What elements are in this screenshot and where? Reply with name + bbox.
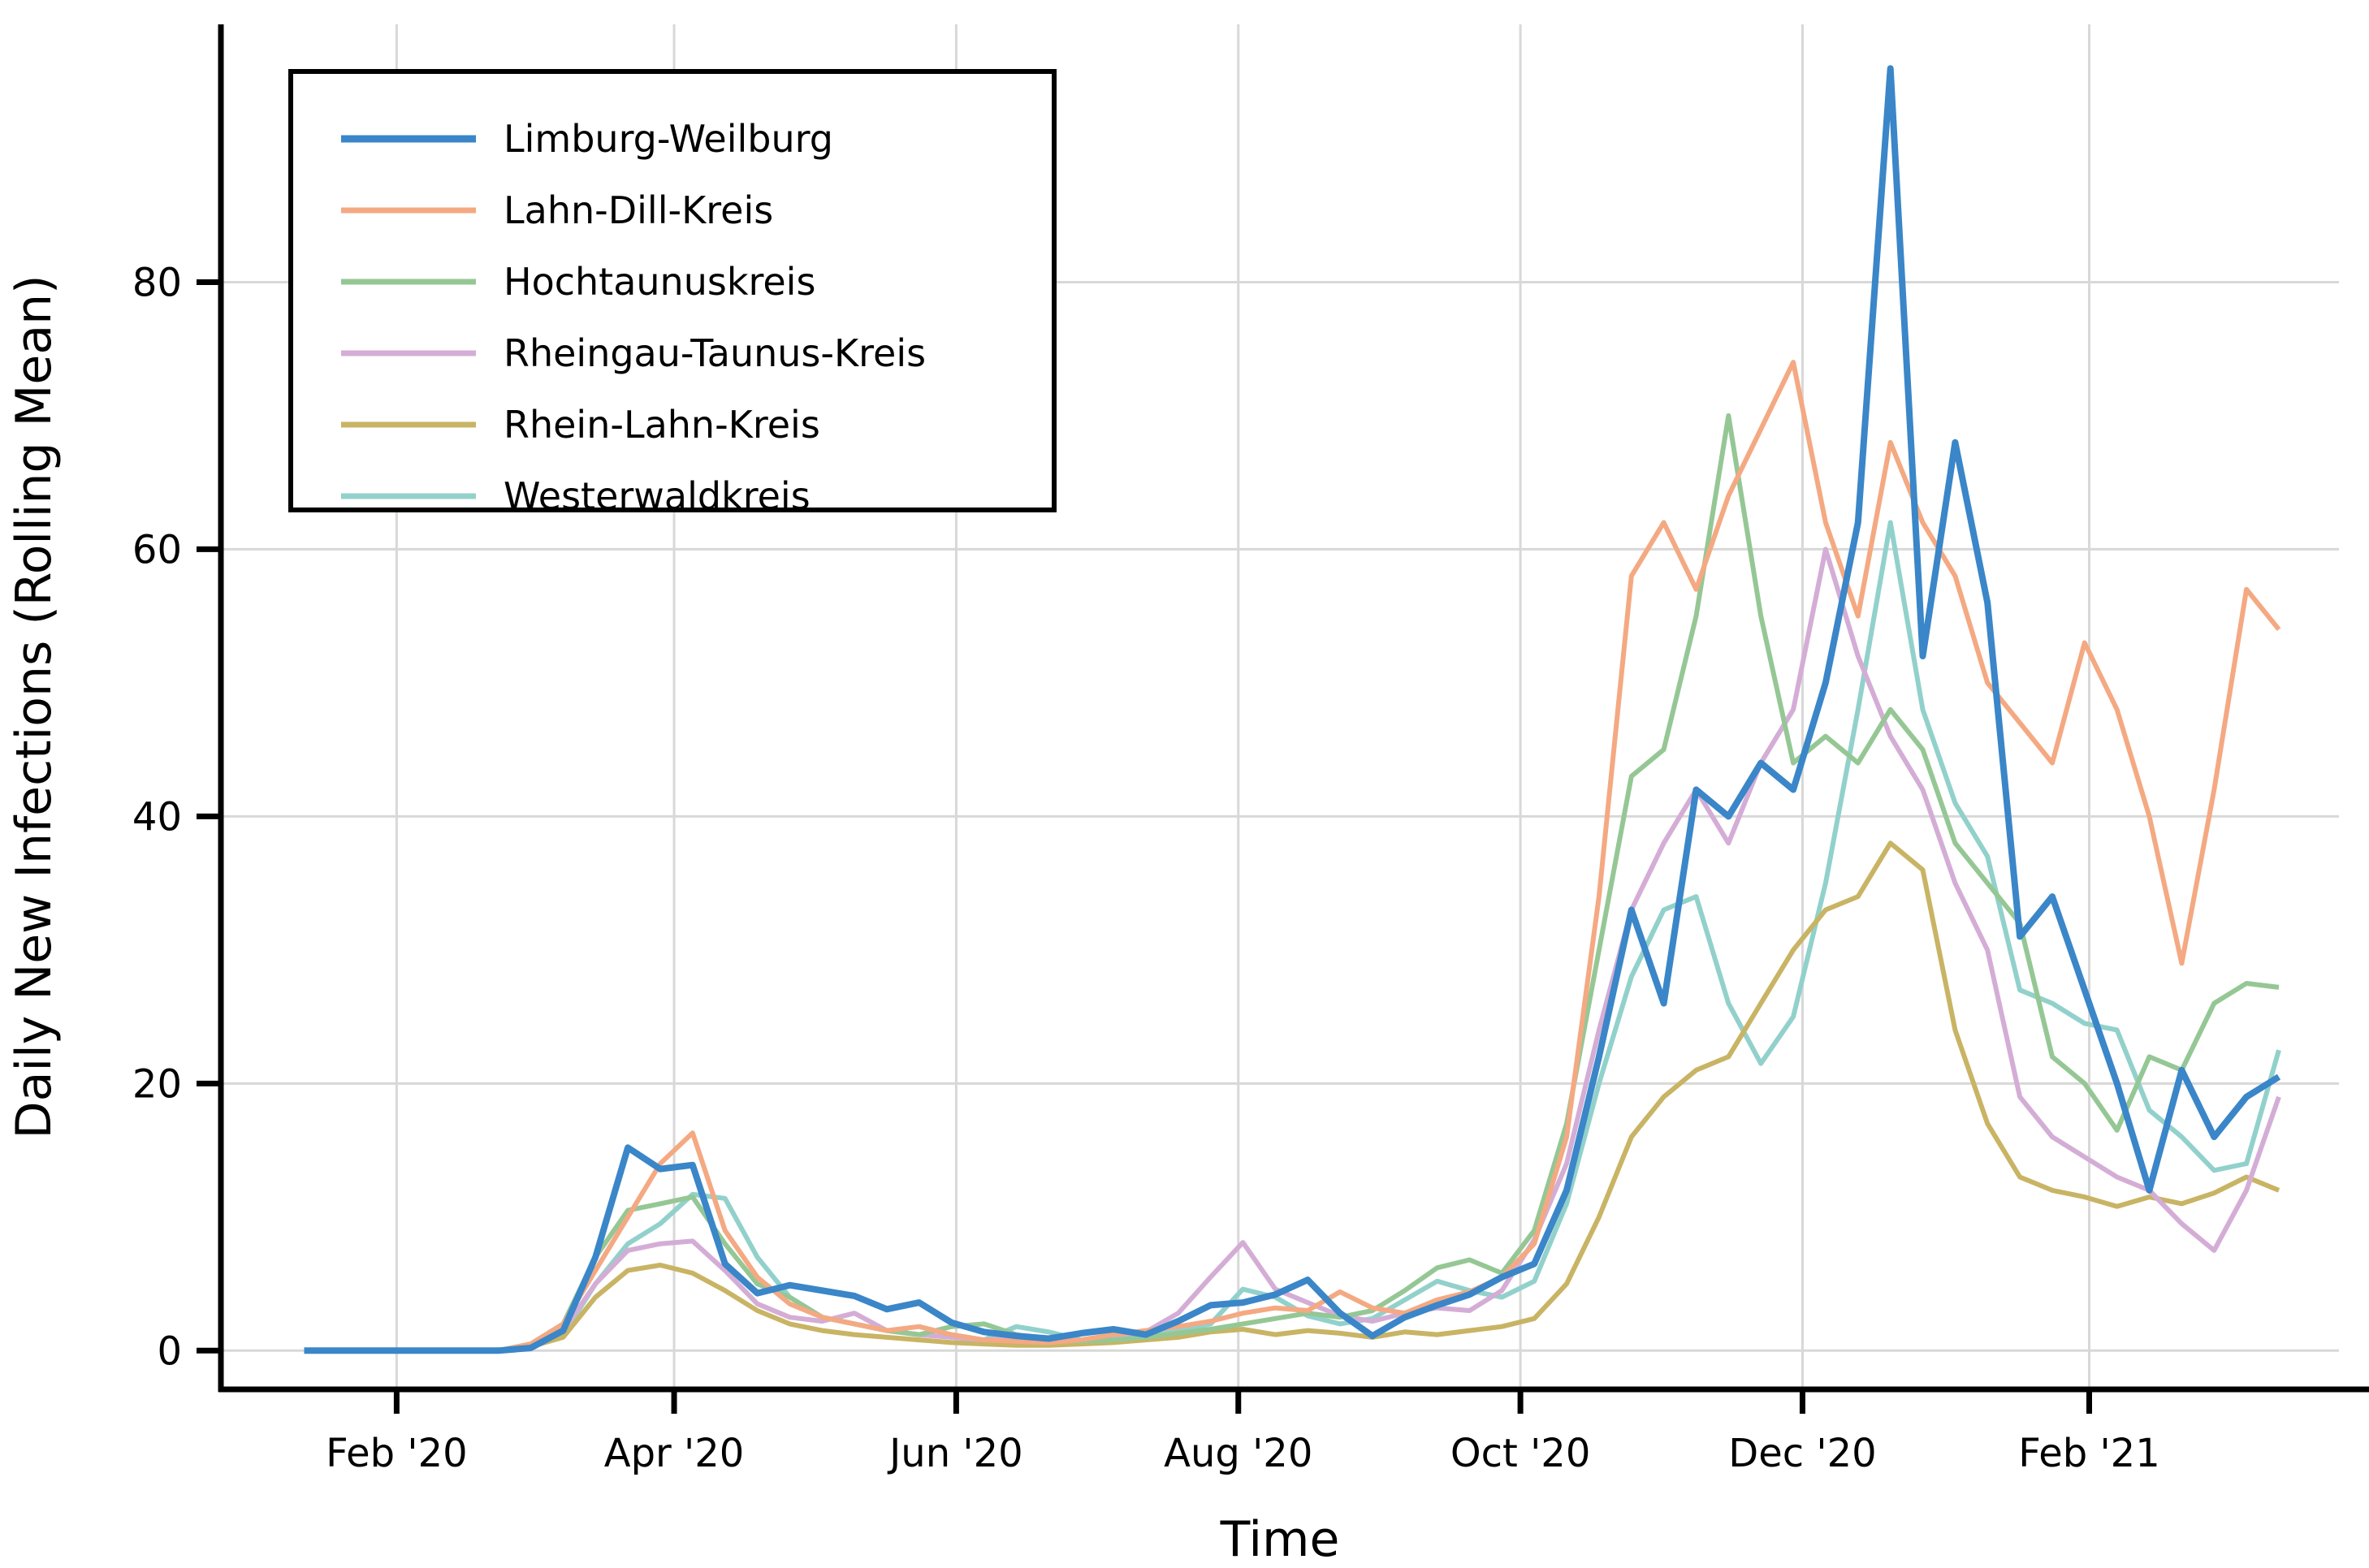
x-tick-label: Oct '20 xyxy=(1450,1431,1591,1476)
series-line-westerwaldkreis xyxy=(304,520,2281,1354)
legend-item: Limburg-Weilburg xyxy=(341,117,833,161)
legend-item: Rheingau-Taunus-Kreis xyxy=(341,331,926,375)
x-axis-title: Time xyxy=(1220,1511,1340,1568)
legend-item: Westerwaldkreis xyxy=(341,474,811,518)
x-tick-label: Feb '20 xyxy=(326,1431,468,1476)
x-tick-label: Dec '20 xyxy=(1728,1431,1876,1476)
series-line-rheingau-taunus-kreis xyxy=(304,546,2281,1354)
series-line-rhein-lahn-kreis xyxy=(304,840,2280,1354)
legend-item: Hochtaunuskreis xyxy=(341,260,815,304)
axis-layer xyxy=(197,24,2369,1414)
legend-item: Lahn-Dill-Kreis xyxy=(341,188,773,232)
y-tick-label: 40 xyxy=(132,794,182,840)
y-tick-label: 80 xyxy=(132,260,182,305)
series-layer xyxy=(304,65,2281,1354)
y-tick-label: 0 xyxy=(157,1328,182,1374)
x-tick-label: Jun '20 xyxy=(887,1431,1023,1476)
legend-item: Rhein-Lahn-Kreis xyxy=(341,403,820,447)
x-tick-label: Apr '20 xyxy=(604,1431,745,1476)
tick-label-layer: Feb '20 Apr '20 Jun '20 Aug '20 Oct '20 Dec '… xyxy=(132,260,2160,1476)
x-tick-label: Feb '21 xyxy=(2018,1431,2160,1476)
y-tick-label: 20 xyxy=(132,1061,182,1107)
x-tick-label: Aug '20 xyxy=(1164,1431,1312,1476)
legend-item-label: Hochtaunuskreis xyxy=(504,260,815,304)
legend-item-label: Rhein-Lahn-Kreis xyxy=(504,403,820,447)
y-axis-title: Daily New Infections (Rolling Mean) xyxy=(6,274,63,1138)
legend-item-label: Lahn-Dill-Kreis xyxy=(504,188,773,232)
legend-box xyxy=(288,69,1057,512)
legend-item-label: Rheingau-Taunus-Kreis xyxy=(504,331,926,375)
y-tick-label: 60 xyxy=(132,527,182,572)
legend-item-label: Limburg-Weilburg xyxy=(504,117,833,161)
legend-item-label: Westerwaldkreis xyxy=(504,474,811,518)
series-line-hochtaunuskreis xyxy=(304,413,2280,1354)
legend: Limburg-Weilburg Lahn-Dill-Kreis Hochtaunu… xyxy=(288,69,1057,518)
series-line-limburg-weilburg xyxy=(304,65,2281,1354)
series-line-lahn-dill-kreis xyxy=(304,360,2281,1354)
